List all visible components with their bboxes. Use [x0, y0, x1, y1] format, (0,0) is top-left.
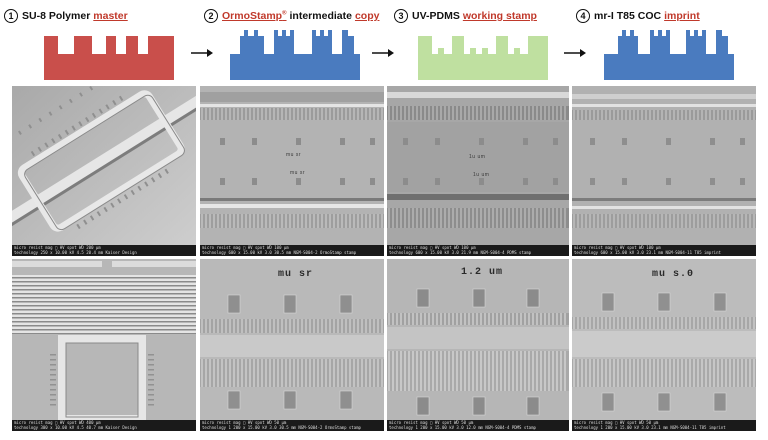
- title-text: master: [93, 10, 128, 22]
- arrow-right-icon: [372, 49, 394, 57]
- feature-label: mu sr: [286, 152, 301, 158]
- feature-label: 1.2 um: [461, 267, 504, 278]
- title-text: OrmoStamp®: [222, 10, 287, 22]
- sem-image-master-top: micro resist mag □ HV spot WD 200 µm tech…: [12, 86, 196, 256]
- feature-label: mu sr: [278, 269, 314, 280]
- sem-image-intermediate-top: mu sr mu sr micro resist mag □ HV spot W…: [200, 86, 384, 256]
- sem-info-bar: micro resist mag □ HV spot WD 100 µm tech…: [200, 245, 384, 256]
- title-text: UV-PDMS: [412, 10, 460, 22]
- feature-label: mu sr: [290, 170, 305, 176]
- column-title-3: 3 UV-PDMS working stamp: [394, 6, 540, 26]
- feature-label: 1u um: [473, 172, 490, 178]
- sem-info-bar: micro resist mag □ HV spot WD 200 µm tech…: [12, 245, 196, 256]
- title-text: copy: [354, 10, 380, 22]
- step-number: 1: [4, 9, 18, 23]
- sem-info-bar: micro resist mag □ HV spot WD 50 µm techn…: [572, 420, 756, 431]
- feature-label: 1u um: [469, 154, 486, 160]
- title-text: intermediate: [289, 10, 352, 22]
- working-stamp-schematic: [418, 36, 548, 80]
- sem-image-master-bottom: micro resist mag □ HV spot WD 400 µm tech…: [12, 259, 196, 431]
- title-text: SU-8 Polymer: [22, 10, 91, 22]
- intermediate-copy-schematic: [230, 30, 360, 80]
- step-number: 4: [576, 9, 590, 23]
- arrow-right-icon: [564, 49, 586, 57]
- imprint-schematic: [604, 30, 734, 80]
- step-number: 3: [394, 9, 408, 23]
- sem-image-intermediate-bottom: mu sr micro resist mag □ HV spot WD 50 µ…: [200, 259, 384, 431]
- feature-label: mu s.0: [652, 269, 695, 280]
- arrow-right-icon: [191, 49, 213, 57]
- master-stamp-schematic: [44, 36, 174, 80]
- title-text: working stamp: [462, 10, 537, 22]
- sem-info-bar: micro resist mag □ HV spot WD 400 µm tech…: [12, 420, 196, 431]
- step-number: 2: [204, 9, 218, 23]
- sem-info-bar: micro resist mag □ HV spot WD 100 µm tech…: [387, 245, 569, 256]
- sem-info-bar: micro resist mag □ HV spot WD 100 µm tech…: [572, 245, 756, 256]
- sem-image-imprint-bottom: mu s.0 micro resist mag □ HV spot WD 50 …: [572, 259, 756, 431]
- sem-image-imprint-top: micro resist mag □ HV spot WD 100 µm tech…: [572, 86, 756, 256]
- column-title-1: 1 SU-8 Polymer master: [4, 6, 131, 26]
- sem-info-bar: micro resist mag □ HV spot WD 50 µm techn…: [387, 420, 569, 431]
- column-title-4: 4 mr-I T85 COC imprint: [576, 6, 703, 26]
- sem-image-working-bottom: 1.2 um micro resist mag □ HV spot WD 50 …: [387, 259, 569, 431]
- title-text: imprint: [664, 10, 700, 22]
- sem-info-bar: micro resist mag □ HV spot WD 50 µm techn…: [200, 420, 384, 431]
- sem-image-working-top: 1u um 1u um micro resist mag □ HV spot W…: [387, 86, 569, 256]
- column-title-2: 2 OrmoStamp® intermediate copy: [204, 6, 382, 26]
- title-text: mr-I T85 COC: [594, 10, 662, 22]
